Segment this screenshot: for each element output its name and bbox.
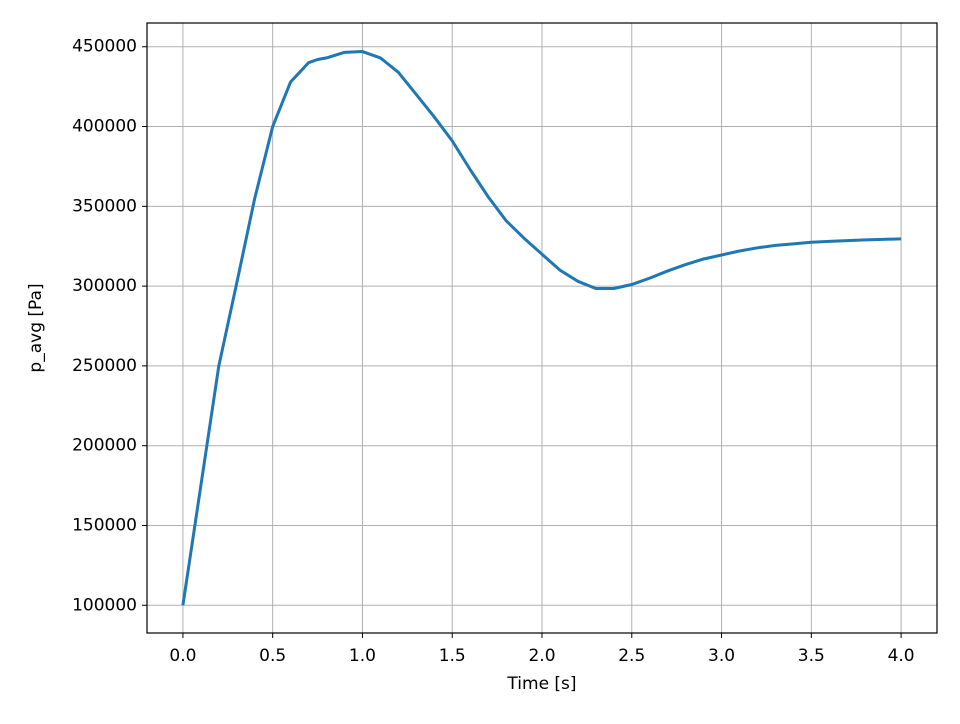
x-tick-label: 2.0 (528, 646, 555, 666)
plot-frame (146, 22, 938, 634)
y-tick-label: 450000 (72, 37, 137, 57)
y-tick-label: 250000 (72, 356, 137, 376)
x-tick-label: 3.0 (708, 646, 735, 666)
x-tick-label: 3.5 (798, 646, 825, 666)
y-tick-label: 100000 (72, 595, 137, 615)
x-tick-label: 0.5 (259, 646, 286, 666)
x-tick-label: 1.5 (439, 646, 466, 666)
y-tick-label: 400000 (72, 117, 137, 137)
y-tick-label: 350000 (72, 196, 137, 216)
x-tick-label: 2.5 (618, 646, 645, 666)
x-tick-label: 0.0 (169, 646, 196, 666)
x-axis-label: Time [s] (506, 674, 576, 694)
x-tick-label: 4.0 (888, 646, 915, 666)
line (181, 50, 902, 606)
y-tick-label: 200000 (72, 436, 137, 456)
y-axis-label: p_avg [Pa] (26, 283, 46, 372)
x-tick-label: 1.0 (349, 646, 376, 666)
y-tick-label: 300000 (72, 276, 137, 296)
y-tick-label: 150000 (72, 515, 137, 535)
